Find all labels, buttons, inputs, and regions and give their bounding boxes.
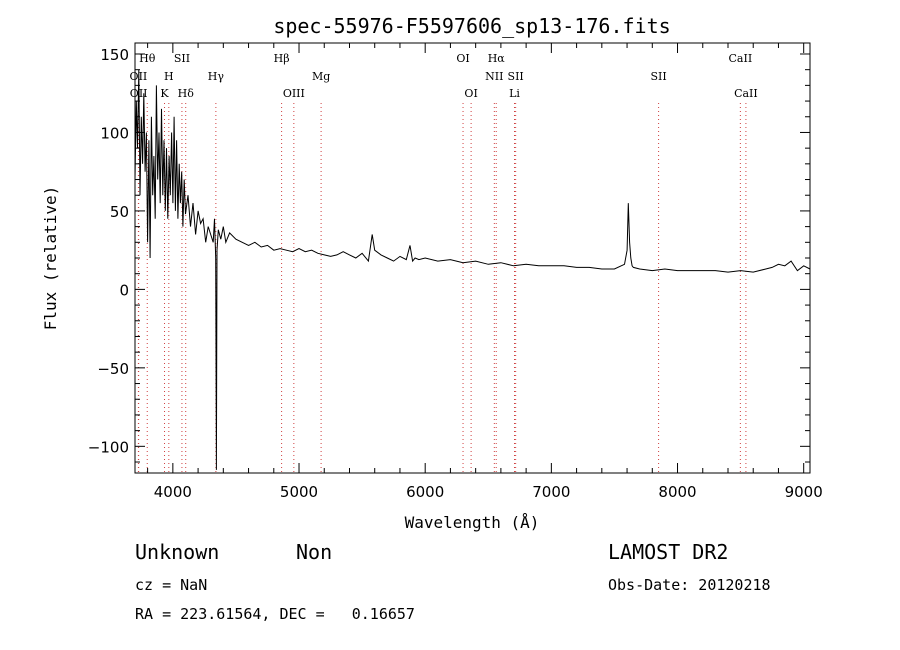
y-tick-label: 150 bbox=[100, 46, 129, 64]
redshift-text: cz = NaN bbox=[135, 576, 208, 594]
y-tick-label: 100 bbox=[100, 124, 129, 142]
y-tick-label: −50 bbox=[97, 360, 129, 378]
spectral-line-label: Hγ bbox=[208, 70, 225, 83]
spectral-line-label: OIII bbox=[283, 87, 305, 100]
x-axis-ticks: 4000 5000 6000 7000 8000 9000 bbox=[147, 43, 823, 501]
spectral-line-label: OI bbox=[464, 87, 477, 100]
coordinates: RA = 223.61564, DEC = 0.16657 bbox=[135, 605, 415, 623]
object-subclass: Non bbox=[296, 540, 333, 564]
y-tick-label: 0 bbox=[119, 281, 129, 299]
spectral-line-label: CaII bbox=[729, 52, 753, 65]
y-tick-label: −100 bbox=[88, 438, 129, 456]
x-tick-label: 4000 bbox=[154, 483, 192, 501]
y-axis-ticks: 150 100 50 0 −50 −100 bbox=[88, 46, 810, 463]
y-tick-label: 50 bbox=[110, 203, 129, 221]
x-tick-label: 6000 bbox=[406, 483, 444, 501]
chart-title: spec-55976-F5597606_sp13-176.fits bbox=[273, 14, 670, 38]
x-tick-label: 5000 bbox=[280, 483, 318, 501]
survey-name: LAMOST DR2 bbox=[608, 540, 729, 564]
spectral-line-label: K bbox=[160, 87, 169, 100]
object-class: Unknown bbox=[135, 540, 220, 564]
spectral-line-label: Hδ bbox=[178, 87, 195, 100]
x-tick-label: 8000 bbox=[658, 483, 696, 501]
spectral-line-label: Hβ bbox=[274, 52, 290, 65]
spectral-line-label: SII bbox=[508, 70, 524, 83]
spectral-line-label: Hθ bbox=[139, 52, 156, 65]
spectral-line-label: NII bbox=[485, 70, 503, 83]
spectral-line-label: H bbox=[164, 70, 174, 83]
spectral-line-label: OI bbox=[456, 52, 469, 65]
x-tick-label: 7000 bbox=[532, 483, 570, 501]
spectral-line-label: CaII bbox=[734, 87, 758, 100]
x-tick-label: 9000 bbox=[785, 483, 823, 501]
y-axis-label: Flux (relative) bbox=[41, 186, 60, 331]
spectral-line-label: SII bbox=[174, 52, 190, 65]
spectral-line-label: Li bbox=[509, 87, 520, 100]
spectral-line-label: Mg bbox=[312, 70, 330, 83]
spectral-line-label: SII bbox=[650, 70, 666, 83]
obs-date: Obs-Date: 20120218 bbox=[608, 576, 771, 594]
x-axis-label: Wavelength (Å) bbox=[405, 513, 540, 532]
spectral-line-label: Hα bbox=[488, 52, 506, 65]
spectrum-line bbox=[134, 69, 811, 470]
plot-frame bbox=[134, 42, 811, 474]
